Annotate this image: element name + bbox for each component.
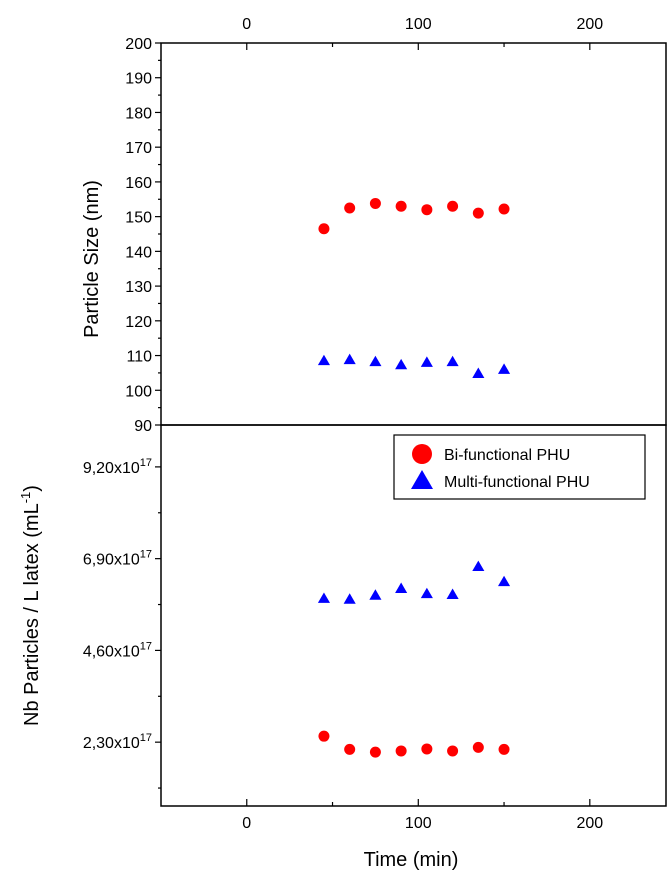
multi-functional-point	[369, 589, 382, 600]
legend-triangle-marker	[411, 469, 433, 489]
bottom-data-points	[317, 560, 511, 758]
tick-exponent: 17	[140, 640, 152, 652]
top-y-tick-label: 140	[125, 244, 152, 261]
bottom-panel: 0 100 200 2,30x10174,60x10176,90x10179,20x…	[18, 424, 667, 871]
tick-mantissa: 2,30x10	[83, 735, 140, 752]
multi-functional-point	[395, 582, 408, 593]
ylabel-superscript: -1	[18, 492, 33, 504]
bi-functional-point	[369, 197, 381, 209]
tick-exponent: 17	[140, 457, 152, 469]
bottom-x-tick-label: 200	[576, 815, 603, 832]
bottom-y-tick-label: 4,60x1017	[83, 640, 152, 660]
bi-functional-point	[318, 223, 330, 235]
multi-functional-point	[498, 575, 511, 587]
top-panel: 0 100 200 90 100 110 120 130 140 150 160 170 180 190…	[81, 16, 667, 435]
legend-entry-label: Multi-functional PHU	[444, 474, 590, 491]
multi-functional-point	[343, 353, 356, 365]
bi-functional-point	[498, 743, 510, 755]
bi-functional-point	[344, 743, 356, 755]
multi-functional-point	[317, 354, 330, 366]
bottom-x-tick-label: 0	[242, 815, 251, 832]
bottom-x-axis-ticks: 0 100 200	[242, 799, 603, 832]
legend-circle-marker	[412, 444, 432, 464]
multi-functional-point	[498, 363, 511, 374]
tick-mantissa: 6,90x10	[83, 552, 140, 569]
bottom-plot-frame	[160, 424, 667, 807]
bottom-y-tick-label: 6,90x1017	[83, 549, 152, 569]
multi-functional-point	[317, 592, 330, 603]
bi-functional-point	[318, 730, 330, 742]
bottom-y-axis-label: Nb Particles / L latex (mL-1)	[18, 485, 43, 726]
top-y-tick-label: 160	[125, 175, 152, 192]
bi-functional-point	[447, 200, 459, 212]
multi-functional-point	[343, 593, 356, 604]
tick-mantissa: 4,60x10	[83, 643, 140, 660]
top-data-points	[317, 197, 511, 378]
multi-functional-point	[369, 355, 382, 367]
ylabel-suffix: )	[21, 485, 43, 492]
bi-functional-point	[421, 204, 433, 216]
x-axis-label: Time (min)	[364, 849, 459, 871]
bi-functional-point	[395, 200, 407, 212]
bottom-x-tick-label: 100	[405, 815, 432, 832]
ylabel-main: Nb Particles / L latex (mL	[21, 503, 43, 726]
top-y-tick-label: 170	[125, 140, 152, 157]
multi-functional-point	[472, 367, 485, 378]
bi-functional-point	[447, 745, 459, 757]
multi-functional-point	[446, 355, 459, 367]
top-y-tick-label: 100	[125, 383, 152, 400]
bottom-y-tick-label: 2,30x1017	[83, 732, 152, 752]
bottom-y-tick-label: 9,20x1017	[83, 457, 152, 477]
top-y-tick-label: 110	[126, 349, 152, 366]
legend-box	[393, 434, 646, 500]
top-y-tick-label: 190	[125, 71, 152, 88]
bi-functional-point	[472, 207, 484, 219]
multi-functional-point	[395, 358, 408, 370]
multi-functional-point	[420, 356, 433, 367]
top-x-axis-ticks: 0 100 200	[242, 16, 603, 50]
top-y-tick-label: 150	[125, 210, 152, 227]
legend-entry-label: Bi-functional PHU	[444, 447, 570, 464]
multi-functional-point	[472, 560, 485, 572]
multi-functional-point	[420, 587, 433, 599]
top-y-axis-label: Particle Size (nm)	[81, 180, 103, 338]
top-x-tick-label: 100	[405, 16, 432, 33]
legend: Bi-functional PHU Multi-functional PHU	[393, 434, 646, 500]
top-y-tick-label: 120	[125, 314, 152, 331]
bi-functional-point	[498, 203, 510, 215]
top-y-tick-label: 200	[125, 36, 152, 53]
top-x-tick-label: 200	[576, 16, 603, 33]
multi-functional-point	[446, 588, 459, 599]
tick-mantissa: 9,20x10	[83, 460, 140, 477]
tick-exponent: 17	[140, 549, 152, 561]
bi-functional-point	[369, 746, 381, 758]
top-plot-frame	[160, 42, 667, 426]
top-y-tick-label: 90	[134, 418, 152, 435]
top-y-tick-label: 180	[125, 105, 152, 122]
bi-functional-point	[395, 745, 407, 757]
tick-exponent: 17	[140, 732, 152, 744]
top-y-axis-ticks: 90 100 110 120 130 140 150 160 170 180 190 200	[125, 36, 161, 435]
top-x-tick-label: 0	[242, 16, 251, 33]
bi-functional-point	[472, 741, 484, 753]
bi-functional-point	[421, 743, 433, 755]
top-y-tick-label: 130	[125, 279, 152, 296]
bi-functional-point	[344, 202, 356, 214]
